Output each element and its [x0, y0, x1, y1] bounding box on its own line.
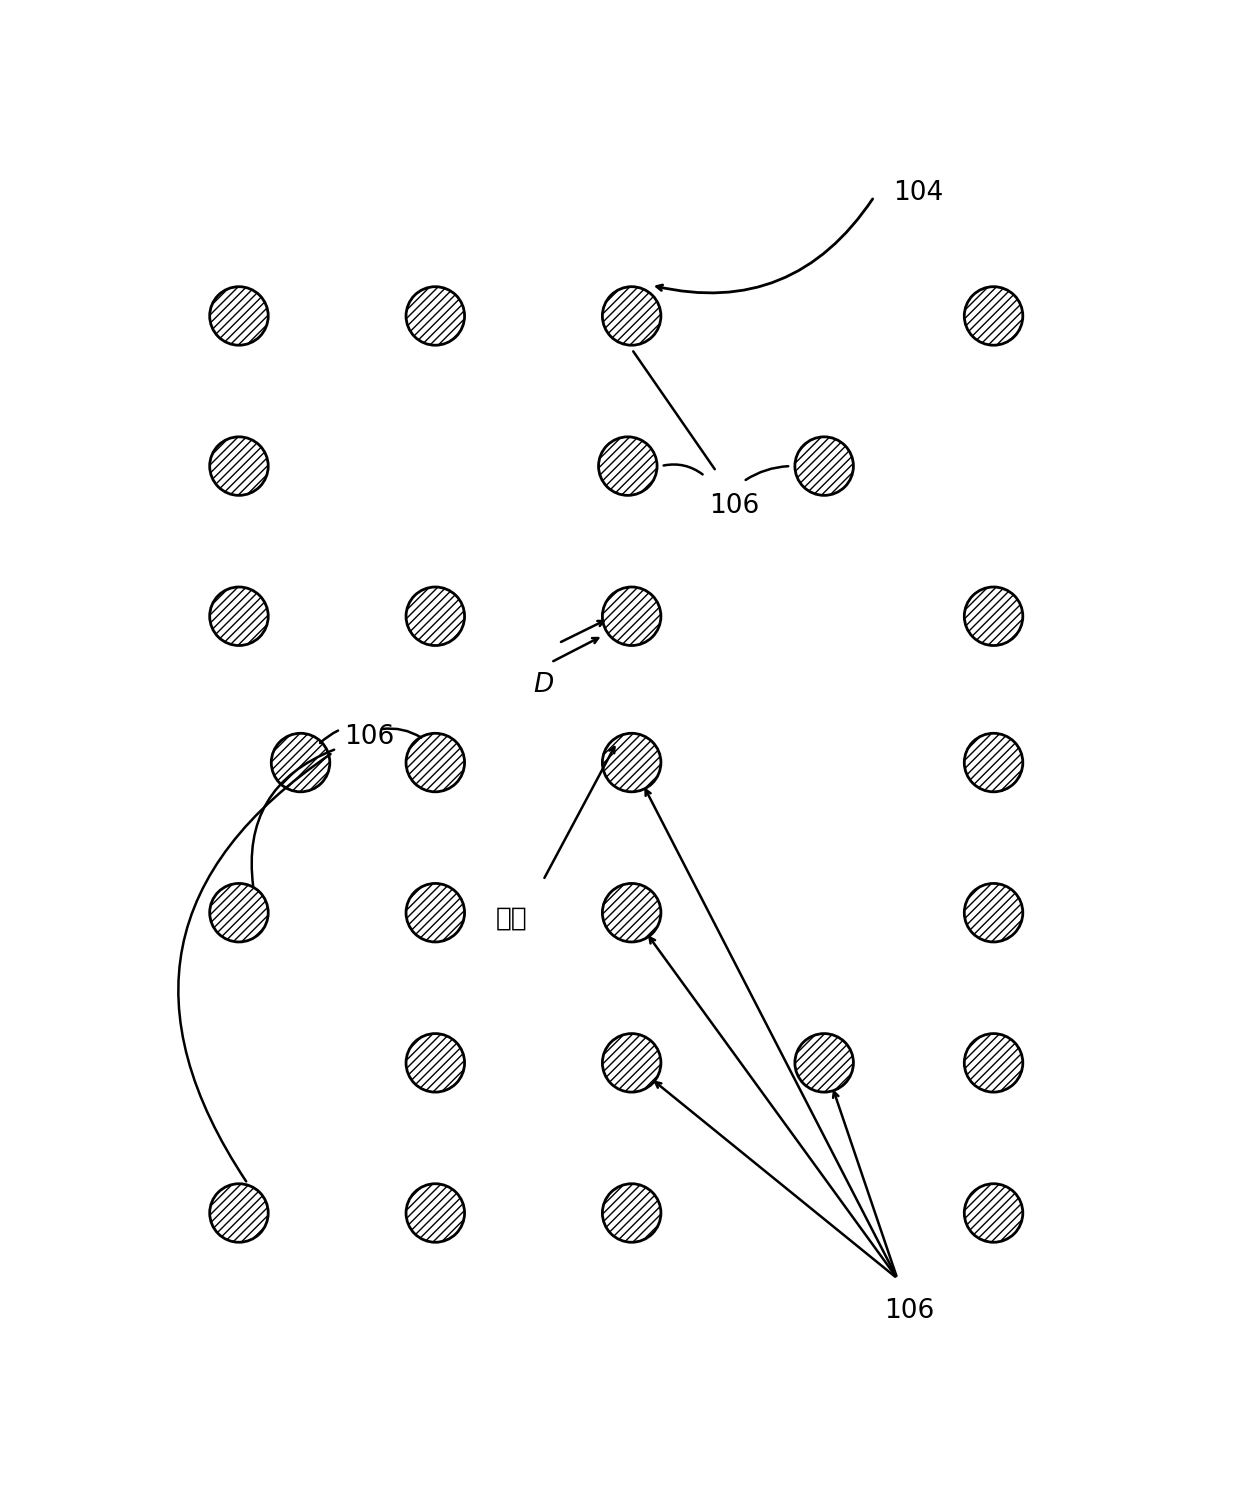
Circle shape [210, 587, 268, 645]
Circle shape [272, 734, 330, 791]
Circle shape [965, 734, 1023, 791]
Circle shape [603, 883, 661, 942]
Text: 106: 106 [708, 494, 759, 519]
Circle shape [603, 734, 661, 791]
Circle shape [210, 883, 268, 942]
Circle shape [405, 734, 465, 791]
Circle shape [965, 287, 1023, 346]
Circle shape [603, 287, 661, 346]
Circle shape [405, 287, 465, 346]
Text: 间距: 间距 [496, 906, 528, 932]
Circle shape [599, 436, 657, 495]
Circle shape [210, 287, 268, 346]
Circle shape [603, 1033, 661, 1092]
Circle shape [210, 436, 268, 495]
Text: D: D [533, 672, 553, 699]
Circle shape [405, 1184, 465, 1243]
Circle shape [795, 436, 853, 495]
Circle shape [965, 1033, 1023, 1092]
Circle shape [603, 587, 661, 645]
Circle shape [405, 883, 465, 942]
Circle shape [965, 1184, 1023, 1243]
Text: 104: 104 [894, 180, 944, 205]
Circle shape [405, 1033, 465, 1092]
Text: 106: 106 [884, 1297, 934, 1324]
Circle shape [795, 1033, 853, 1092]
Circle shape [603, 1184, 661, 1243]
Circle shape [210, 1184, 268, 1243]
Text: 106: 106 [345, 725, 394, 750]
Circle shape [965, 883, 1023, 942]
Circle shape [965, 587, 1023, 645]
Circle shape [405, 587, 465, 645]
